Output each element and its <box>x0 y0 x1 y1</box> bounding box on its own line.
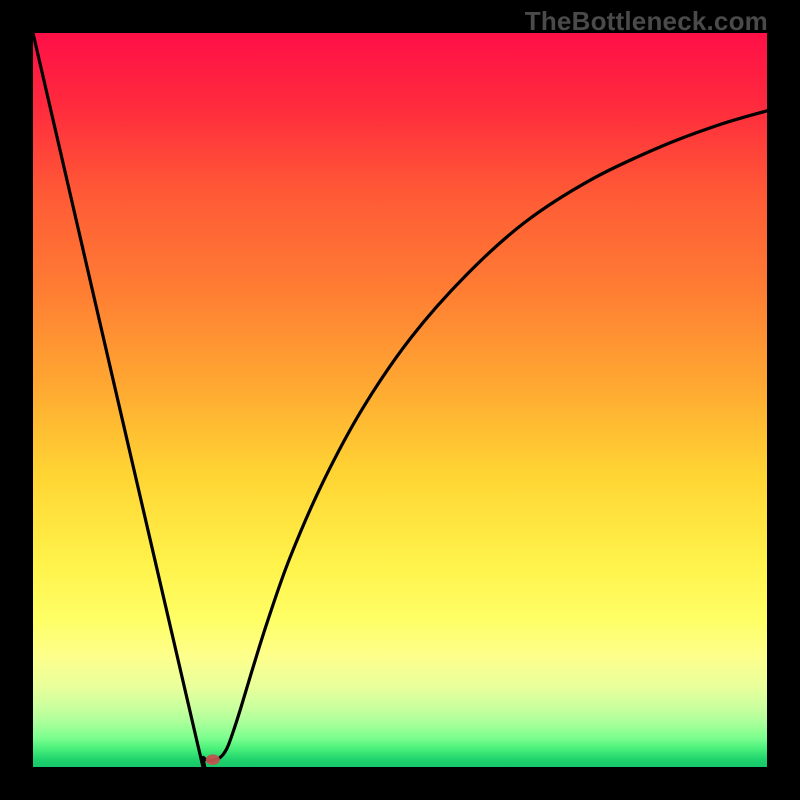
plot-area <box>33 33 767 767</box>
figure-root: TheBottleneck.com <box>0 0 800 800</box>
bottleneck-curve <box>33 33 767 767</box>
minimum-marker <box>206 754 220 765</box>
curve-layer <box>33 33 767 767</box>
